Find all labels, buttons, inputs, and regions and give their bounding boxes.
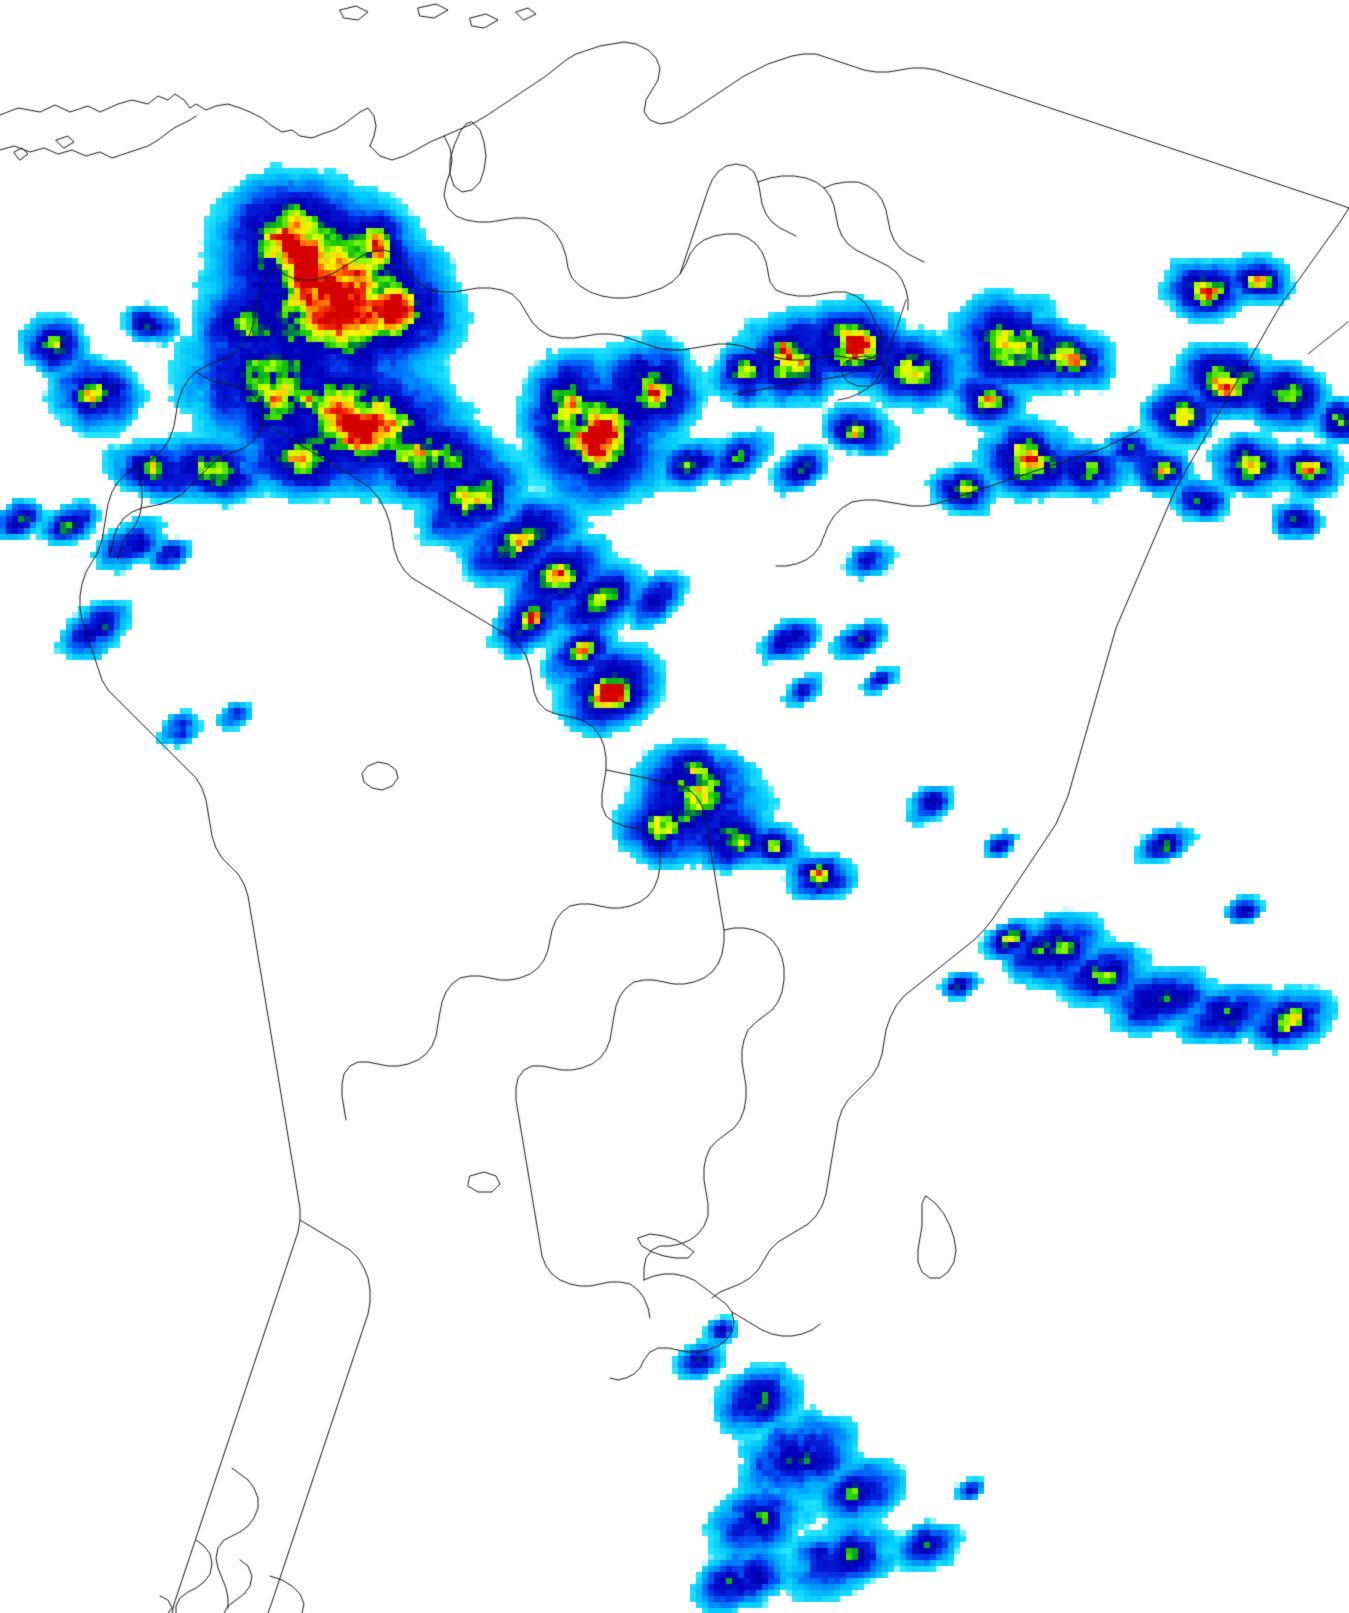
precipitation-map <box>0 0 1349 1613</box>
radar-precipitation-canvas <box>0 0 1349 1613</box>
